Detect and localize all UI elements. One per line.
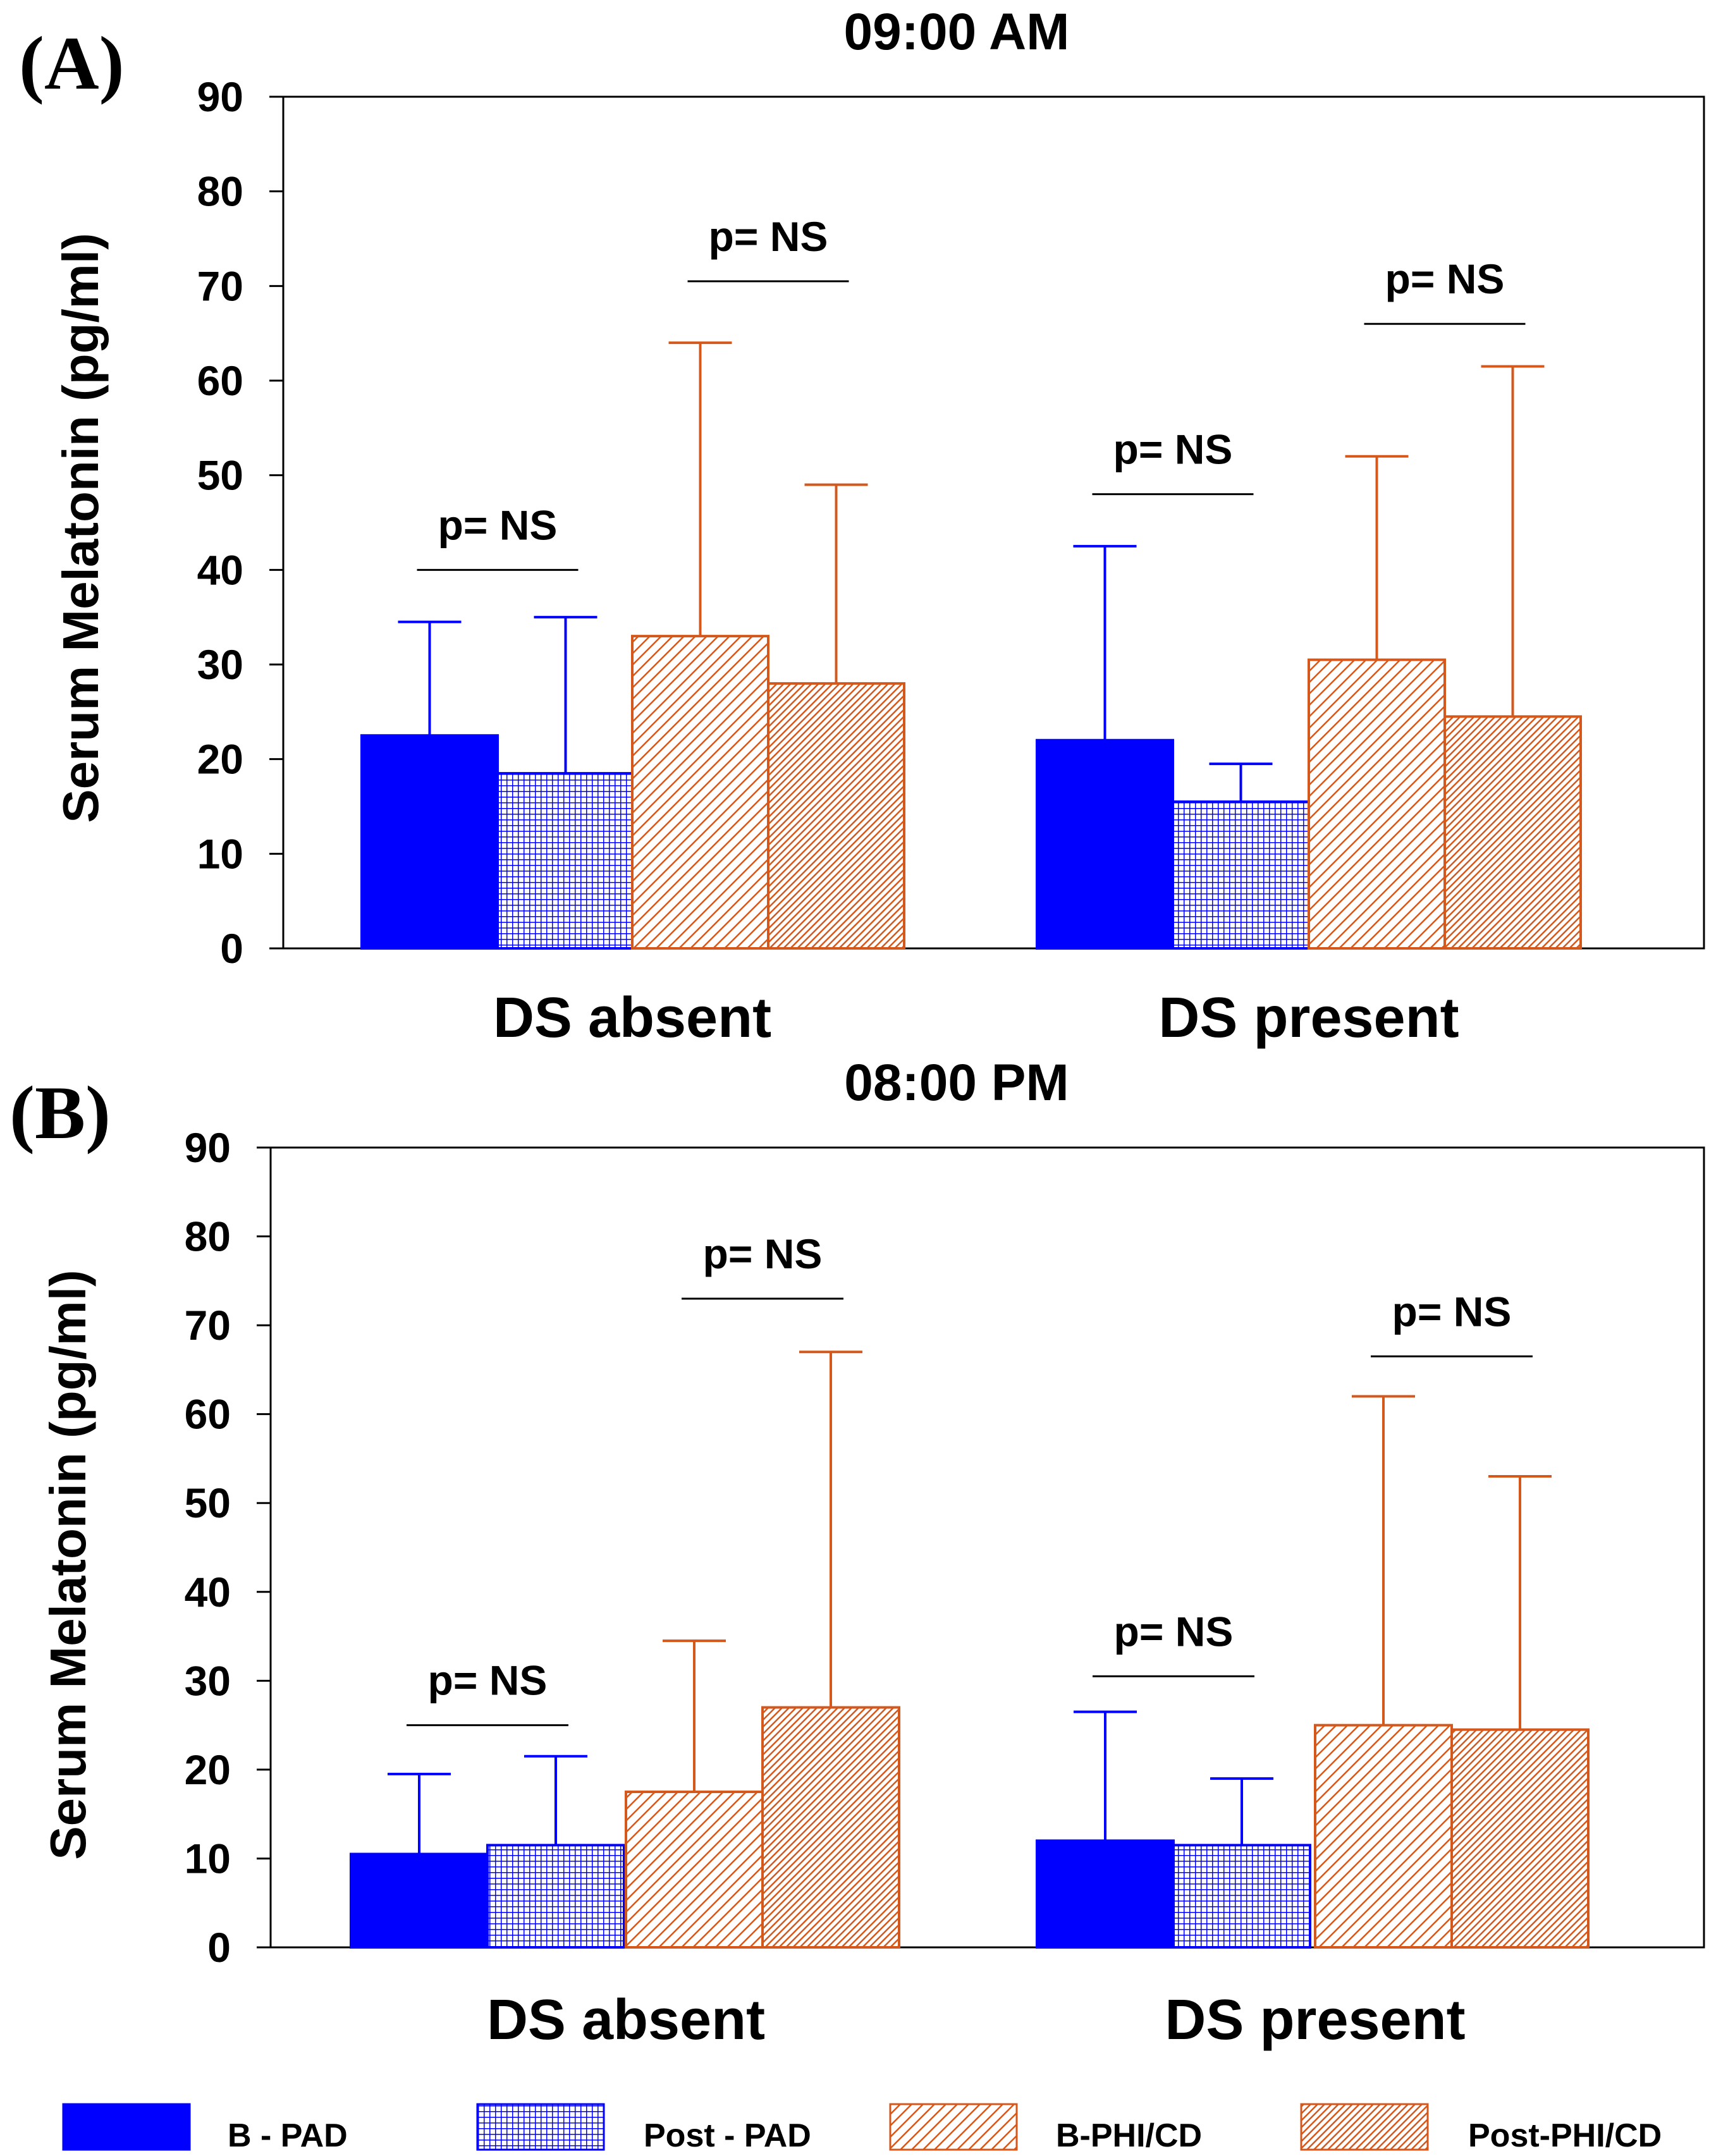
panel-b-y-tick-label-40: 40 — [185, 1569, 231, 1615]
panel-b-ds-present-b-pad-bar — [1036, 1839, 1175, 1949]
panel-a-y-tick-label-10: 10 — [197, 830, 243, 877]
panel-b-p-value-label-2: p= NS — [1114, 1608, 1234, 1655]
panel-a-ds-present-post-pad-bar — [1172, 800, 1310, 950]
panel-a-p-value-label-1: p= NS — [709, 213, 828, 260]
legend-item-post-phi-cd: Post-PHI/CD — [1300, 2103, 1662, 2154]
panel-a-y-tick-label-60: 60 — [197, 357, 243, 404]
panel-a-p-value-label-3: p= NS — [1385, 255, 1505, 302]
legend-label-b-phi-cd: B-PHI/CD — [1056, 2117, 1202, 2154]
panel-a-category-label-ds-absent: DS absent — [493, 986, 771, 1050]
panel-a-ds-absent-post-pad-bar — [496, 772, 635, 950]
legend-item-b-pad: B - PAD — [62, 2103, 348, 2154]
panel-b-y-tick-label-90: 90 — [185, 1124, 231, 1171]
panel-b-p-value-label-3: p= NS — [1392, 1288, 1512, 1335]
panel-b-p-value-label-0: p= NS — [428, 1657, 548, 1704]
legend-swatch-post-phi-cd — [1300, 2103, 1429, 2151]
legend-item-b-phi-cd: B-PHI/CD — [889, 2103, 1202, 2154]
panel-a-plot-frame — [282, 95, 1705, 950]
legend-label-post-pad: Post - PAD — [644, 2117, 811, 2154]
panel-b-y-tick-label-0: 0 — [207, 1924, 231, 1971]
panel-a: (A) 09:00 AM Serum Melatonin (pg/ml) DS … — [19, 3, 1705, 1050]
panel-a-ds-present-b-pad-bar — [1036, 738, 1174, 950]
legend-swatch-b-pad — [62, 2103, 191, 2151]
panel-b-y-tick-label-60: 60 — [185, 1391, 231, 1438]
panel-a-ds-present-post-phi-cd-bar — [1443, 715, 1582, 950]
panel-b-ds-present-post-phi-cd-bar — [1450, 1728, 1590, 1949]
panel-b-plot-frame — [269, 1146, 1705, 1949]
panel-b-ds-absent-post-pad-bar — [486, 1844, 625, 1949]
panel-b-y-axis-label: Serum Melatonin (pg/ml) — [40, 1270, 96, 1859]
legend-swatch-b-phi-cd — [889, 2103, 1018, 2151]
panel-a-p-value-label-0: p= NS — [438, 501, 558, 548]
panel-b-y-tick-label-10: 10 — [185, 1835, 231, 1882]
panel-a-y-axis-label: Serum Melatonin (pg/ml) — [52, 233, 109, 823]
panel-b-ds-absent-b-phi-cd-bar — [625, 1791, 764, 1949]
panel-b-y-tick-label-50: 50 — [185, 1479, 231, 1526]
panel-a-y-tick-label-80: 80 — [197, 168, 243, 215]
panel-a-letter: (A) — [19, 21, 125, 105]
panel-a-y-tick-label-0: 0 — [220, 925, 243, 972]
panel-a-ds-present-b-phi-cd-bar — [1308, 658, 1446, 950]
legend: B - PAD Post - PAD B-PHI/CD Post-PHI/CD — [62, 2103, 1662, 2154]
panel-a-ds-absent-post-phi-cd-bar — [767, 682, 905, 950]
panel-b-y-tick-label-30: 30 — [185, 1657, 231, 1704]
panel-a-plot-area: 0 10 20 30 40 50 60 70 80 90 p= NS p= NS p= NS p= NS — [197, 73, 1705, 972]
panel-b-y-tick-label-80: 80 — [185, 1213, 231, 1260]
panel-b-p-value-label-1: p= NS — [703, 1230, 823, 1277]
panel-a-p-value-label-2: p= NS — [1113, 426, 1233, 473]
panel-a-y-tick-label-50: 50 — [197, 452, 243, 499]
panel-b-ds-present-post-pad-bar — [1172, 1844, 1311, 1949]
panel-a-y-tick-label-30: 30 — [197, 641, 243, 688]
panel-a-title: 09:00 AM — [844, 3, 1070, 61]
panel-a-y-tick-label-40: 40 — [197, 546, 243, 593]
panel-b-plot-area: 0 10 20 30 40 50 60 70 80 90 p= NS p= NS p= NS p= NS — [185, 1124, 1705, 1971]
panel-b-category-label-ds-absent: DS absent — [487, 1988, 765, 2052]
panel-a-ds-absent-b-pad-bar — [360, 734, 499, 950]
panel-b-title: 08:00 PM — [844, 1054, 1069, 1112]
legend-label-b-pad: B - PAD — [228, 2117, 348, 2154]
legend-label-post-phi-cd: Post-PHI/CD — [1468, 2117, 1662, 2154]
panel-b-y-tick-label-20: 20 — [185, 1746, 231, 1793]
panel-b-letter: (B) — [9, 1070, 111, 1155]
panel-b-ds-absent-b-pad-bar — [350, 1853, 489, 1949]
panel-a-y-tick-label-20: 20 — [197, 736, 243, 783]
panel-a-y-tick-label-90: 90 — [197, 73, 243, 120]
legend-item-post-pad: Post - PAD — [476, 2103, 811, 2154]
panel-a-y-tick-label-70: 70 — [197, 262, 243, 309]
panel-b: (B) 08:00 PM Serum Melatonin (pg/ml) DS … — [9, 1054, 1705, 2052]
panel-a-ds-absent-b-phi-cd-bar — [631, 635, 769, 950]
panel-b-ds-absent-post-phi-cd-bar — [761, 1706, 900, 1949]
panel-b-y-tick-label-70: 70 — [185, 1302, 231, 1349]
panel-b-category-label-ds-present: DS present — [1165, 1988, 1465, 2052]
panel-a-category-label-ds-present: DS present — [1158, 986, 1459, 1050]
legend-swatch-post-pad — [476, 2103, 605, 2151]
panel-b-ds-present-b-phi-cd-bar — [1314, 1724, 1453, 1949]
